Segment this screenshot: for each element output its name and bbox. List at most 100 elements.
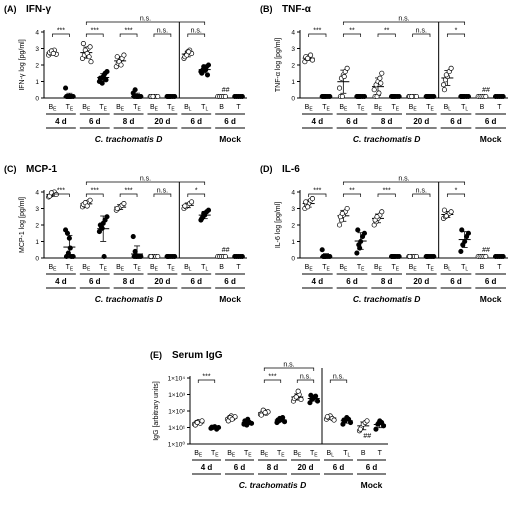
data-point: [239, 253, 245, 260]
data-point: [135, 93, 141, 100]
x-category-label: TE: [357, 104, 365, 113]
data-point: [459, 227, 465, 233]
significance-label: n.s.: [157, 28, 168, 35]
data-point: [361, 93, 368, 100]
data-point: [96, 229, 102, 235]
data-point: [440, 82, 447, 88]
data-point: [441, 87, 447, 93]
y-tick-label: 0: [35, 255, 39, 262]
significance-label: n.s.: [140, 16, 151, 23]
panel-title: MCP-1: [26, 164, 58, 175]
significance-bracket: [197, 379, 216, 383]
data-point: [413, 253, 420, 260]
data-point: [121, 52, 127, 58]
x-category-label: BE: [227, 450, 236, 459]
footer-label: C. trachomatis D: [353, 134, 421, 144]
data-point: [377, 75, 383, 81]
data-point: [344, 205, 350, 212]
data-point: [312, 394, 318, 400]
data-point: [222, 93, 228, 100]
group-label: 8 d: [381, 277, 393, 286]
x-category-label: BE: [409, 264, 418, 273]
y-tick-label: 2: [291, 222, 295, 229]
data-point: [67, 93, 73, 100]
x-category-label: BE: [339, 264, 348, 273]
data-point: [462, 238, 468, 245]
significance-bracket: [52, 33, 70, 37]
footer-label: C. trachomatis D: [95, 134, 163, 144]
data-point: [465, 93, 472, 100]
data-point: [374, 214, 380, 220]
significance-bracket: [296, 379, 315, 383]
group-label: 6 d: [224, 117, 236, 126]
significance-label: ***: [313, 28, 321, 35]
data-point: [339, 210, 345, 217]
hash-mark: ##: [482, 247, 490, 254]
data-point: [167, 93, 173, 100]
significance-label: n.s.: [416, 28, 427, 35]
x-category-label: TE: [99, 264, 107, 273]
data-point: [133, 253, 139, 260]
data-point: [341, 417, 347, 423]
data-point: [309, 57, 316, 63]
y-tick-label: 0: [291, 255, 295, 262]
y-tick-label: 4: [291, 29, 295, 36]
x-category-label: BE: [293, 450, 302, 459]
data-point: [101, 72, 107, 78]
significance-bracket: [263, 379, 282, 383]
significance-label: **: [349, 188, 355, 195]
significance-bracket: [308, 33, 327, 37]
group-label: 8 d: [267, 463, 279, 472]
x-category-label: BL: [444, 104, 452, 113]
x-category-label: TE: [357, 264, 365, 273]
data-point: [186, 49, 192, 55]
group-label: 6 d: [89, 277, 101, 286]
significance-label: n.s.: [333, 374, 344, 381]
data-point: [314, 398, 321, 404]
significance-label: ***: [91, 28, 99, 35]
x-category-label: BE: [82, 104, 91, 113]
data-point: [357, 245, 363, 251]
x-category-label: TL: [461, 104, 468, 113]
data-point: [293, 394, 299, 400]
panel-title: TNF-α: [282, 4, 312, 15]
group-label: 4 d: [55, 277, 67, 286]
significance-bracket: [119, 193, 138, 197]
data-point: [354, 250, 360, 256]
x-category-label: BL: [184, 264, 192, 273]
group-label: 20 d: [154, 117, 170, 126]
y-axis-label: IFN-γ log [pg/ml]: [19, 39, 26, 90]
data-point: [347, 419, 354, 426]
data-point: [483, 253, 489, 260]
footer-label: Mock: [480, 294, 502, 304]
x-category-label: TE: [66, 264, 74, 273]
group-label: 6 d: [89, 117, 101, 126]
data-point: [199, 215, 205, 221]
panel-b: (B) TNF-α TNF-α log [pg/ml] 0 1 2 3 4 BE TE BE TE BE…: [260, 4, 508, 144]
data-point: [53, 191, 59, 198]
x-category-label: BE: [48, 264, 57, 273]
y-tick-label: 4: [35, 29, 39, 36]
significance-label: **: [349, 28, 355, 35]
y-axis-label: MCP-1 log [pg/ml]: [19, 197, 26, 253]
panel-d: (D) IL-6 IL-6 log [pg/ml] 0 1 2 3 4 BE TE BE TE BE TE…: [260, 164, 508, 304]
y-tick-label: 1: [35, 239, 39, 246]
x-category-label: BE: [116, 104, 125, 113]
data-point: [483, 93, 489, 100]
data-point: [70, 253, 76, 260]
significance-bracket: [377, 33, 396, 37]
data-point: [64, 230, 71, 236]
y-tick-label: 0: [35, 95, 39, 102]
data-point: [396, 93, 402, 100]
significance-bracket: [52, 193, 70, 197]
data-point: [461, 93, 467, 100]
data-point: [431, 93, 437, 100]
group-label: 6 d: [450, 277, 462, 286]
significance-bracket: [377, 193, 396, 197]
x-category-label: TL: [343, 450, 350, 459]
group-label: 20 d: [413, 117, 429, 126]
significance-bracket: [85, 181, 206, 185]
data-point: [413, 93, 420, 100]
data-point: [182, 203, 188, 209]
data-point: [409, 93, 415, 100]
